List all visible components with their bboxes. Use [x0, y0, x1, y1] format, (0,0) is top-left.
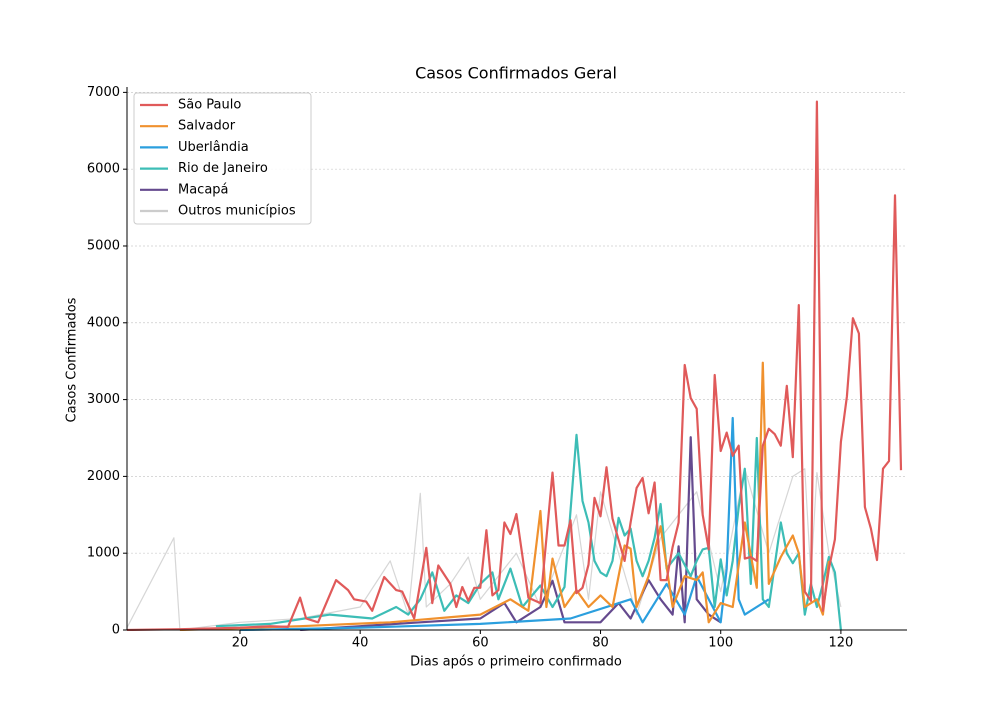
legend-label: São Paulo	[178, 98, 241, 113]
y-tick-label: 2000	[87, 469, 120, 484]
x-tick-label: 20	[232, 636, 249, 651]
series-line	[239, 416, 770, 631]
x-tick-label: 80	[592, 636, 609, 651]
series-line	[215, 433, 842, 631]
series-line	[127, 100, 903, 631]
legend-label: Macapá	[178, 182, 229, 197]
y-tick-label: 4000	[87, 315, 120, 330]
y-tick-label: 1000	[87, 546, 120, 561]
plot-area	[127, 100, 903, 631]
x-tick-label: 100	[708, 636, 733, 651]
y-tick-label: 7000	[87, 85, 120, 100]
y-axis-label: Casos Confirmados	[65, 297, 80, 422]
legend-label: Uberlândia	[178, 140, 249, 155]
series-line	[179, 361, 830, 631]
y-tick-label: 0	[112, 623, 120, 638]
legend-label: Rio de Janeiro	[178, 161, 268, 176]
legend-box	[133, 92, 312, 225]
legend: São Paulo Salvador Uberlândia Rio de Janeir…	[133, 92, 312, 225]
legend-label: Salvador	[178, 119, 236, 134]
y-tick-label: 6000	[87, 162, 120, 177]
x-tick-label: 60	[472, 636, 489, 651]
chart-title: Casos Confirmados Geral	[415, 64, 617, 83]
x-tick-label: 40	[352, 636, 369, 651]
x-axis-label: Dias após o primeiro confirmado	[410, 655, 622, 670]
y-tick-label: 5000	[87, 238, 120, 253]
y-tick-label: 3000	[87, 392, 120, 407]
legend-label: Outros municípios	[178, 204, 296, 219]
x-tick-label: 120	[828, 636, 853, 651]
